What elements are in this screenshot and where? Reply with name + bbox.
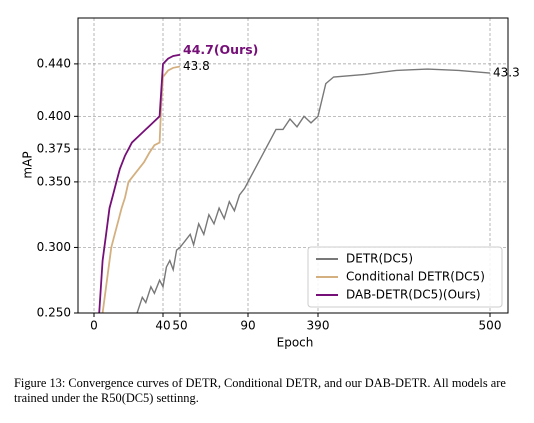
series-line xyxy=(98,53,181,313)
x-tick-label: 0 xyxy=(90,319,98,333)
y-tick-label: 0.440 xyxy=(37,56,71,70)
x-tick-label: 500 xyxy=(479,319,502,333)
chart: Epoch mAP 0 40 50 90 390 500 0.250 0.300 0.350 0.… xyxy=(21,17,520,350)
end-label: 43.8 xyxy=(183,59,210,73)
x-axis-label: Epoch xyxy=(277,336,314,350)
x-tick-label: 40 xyxy=(155,319,170,333)
legend-label: DETR(DC5) xyxy=(346,252,413,266)
end-label: 43.3 xyxy=(493,66,520,80)
x-tick-label: 390 xyxy=(307,319,330,333)
figure-caption: Figure 13: Convergence curves of DETR, C… xyxy=(14,376,506,405)
y-axis-label: mAP xyxy=(21,151,35,178)
legend-label: Conditional DETR(DC5) xyxy=(346,270,485,284)
y-tick-label: 0.350 xyxy=(37,174,71,188)
plot-frame xyxy=(77,17,509,314)
y-tick-label: 0.300 xyxy=(37,240,71,254)
y-tick-label: 0.400 xyxy=(37,109,71,123)
x-tick-label: 50 xyxy=(172,319,187,333)
series-line xyxy=(136,68,491,313)
y-tick-label: 0.375 xyxy=(37,142,71,156)
legend-box xyxy=(307,246,503,308)
y-tick-label: 0.250 xyxy=(37,306,71,320)
x-tick-label: 90 xyxy=(240,319,255,333)
end-label: 44.7(Ours) xyxy=(183,42,258,57)
legend-label: DAB-DETR(DC5)(Ours) xyxy=(346,288,481,302)
